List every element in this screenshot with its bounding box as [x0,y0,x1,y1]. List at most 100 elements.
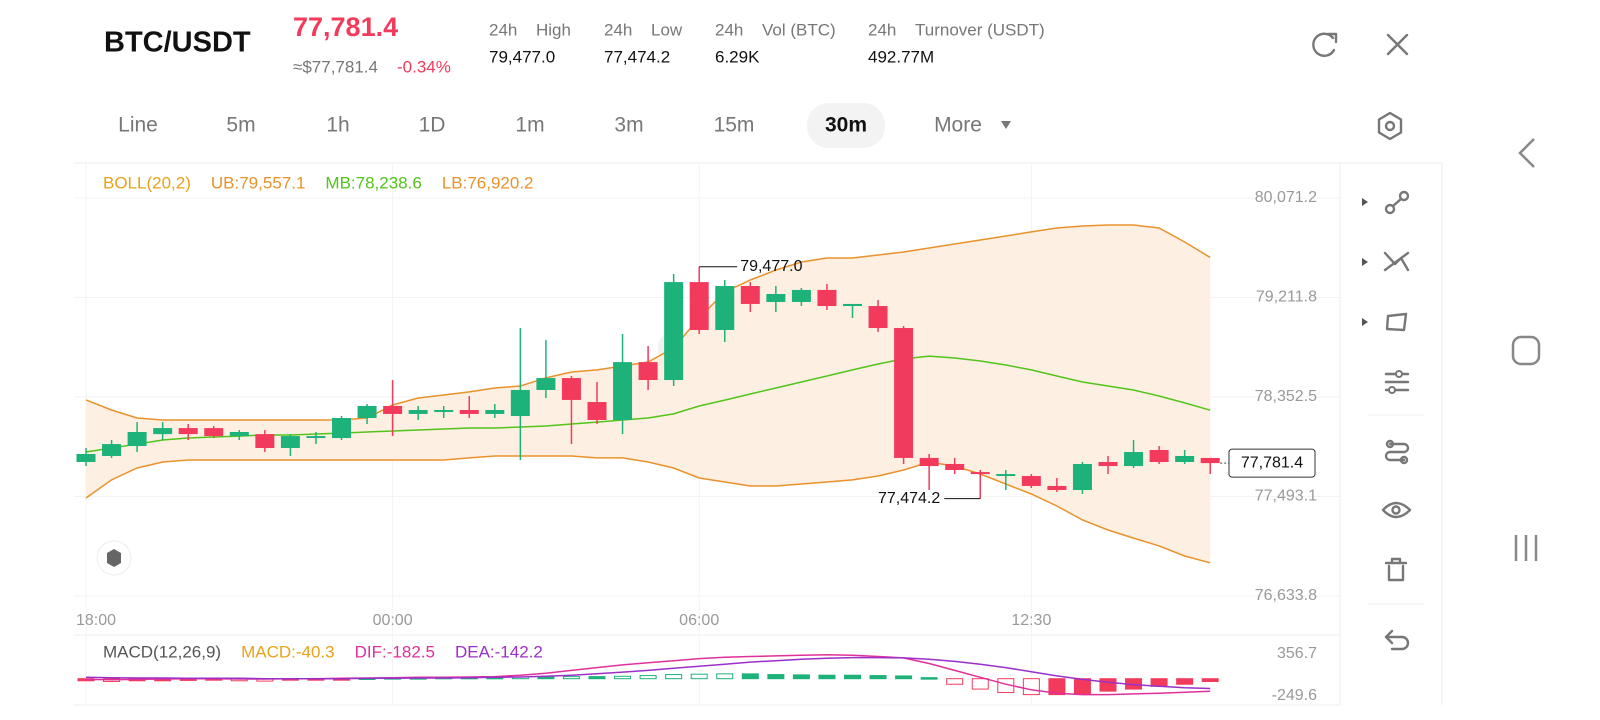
candle-body [357,405,377,418]
candle [127,422,147,453]
interval-tab[interactable]: More [934,114,1011,137]
tool-magnet[interactable] [1384,439,1410,465]
close-button[interactable] [1386,33,1409,56]
tool-settings[interactable] [1384,370,1410,394]
high-label: 79,477.0 [740,258,802,275]
tool-delete[interactable] [1384,557,1408,582]
candle [153,422,173,440]
candle [894,325,914,464]
nav-recents[interactable] [1514,535,1538,561]
interval-tab[interactable]: Line [118,114,158,137]
candle [1124,440,1144,469]
macd-chart: 356.7 -249.6 MACD(12,26,9) MACD:-40.3 DIF:-1… [77,642,1317,704]
macd-bar [818,674,836,680]
candle-body [970,472,990,475]
y-tick-label: 77,493.1 [1255,488,1317,505]
stat-period: 24h [489,20,517,39]
candle-body [664,282,684,381]
candle [280,434,300,456]
y-tick-label: 356.7 [1277,645,1317,662]
candle-body [102,444,122,456]
price-change: -0.34% [397,57,451,76]
stat-name: High [536,20,571,39]
legend-entry: DIF:-182.5 [355,642,435,661]
chart-settings-button[interactable] [1377,111,1403,141]
band-line [85,455,1211,564]
stat-period: 24h [868,20,896,39]
candle [383,380,403,437]
tool-undo[interactable] [1384,629,1410,651]
candle [1098,455,1118,475]
refresh-button[interactable] [1312,32,1338,57]
interval-tab[interactable]: 1m [515,114,544,137]
dropdown-arrow [1001,121,1011,129]
candle [945,457,965,475]
candle-body [1149,449,1169,462]
y-tick-label: 78,352.5 [1255,388,1317,405]
candle-body [945,463,965,470]
candle [1047,477,1067,492]
last-price-label: 77,781.4 [1241,454,1303,471]
last-price: 77,781.4 [293,12,398,42]
nav-back[interactable] [1518,138,1535,168]
candle [332,416,351,440]
interval-tab[interactable]: 5m [226,114,255,137]
low-label: 77,474.2 [878,490,940,507]
candle-body [280,436,300,448]
candle [1175,449,1195,464]
candle-body [817,289,837,307]
candle-body [127,432,147,447]
tool-visibility[interactable] [1381,501,1412,519]
candle [561,375,581,445]
macd-bar [1073,678,1091,695]
candle-body [229,432,249,437]
candle-body [536,378,556,390]
macd-bar [716,673,734,680]
macd-bar [895,675,913,680]
candle-body [1200,457,1220,464]
candle [715,279,735,343]
x-tick-label: 06:00 [679,612,719,629]
tool-trend[interactable] [1362,251,1410,272]
candle-body [791,289,811,302]
y-tick-label: 76,633.8 [1255,587,1317,604]
stat-value: 6.29K [715,47,760,66]
candle-body [689,282,709,330]
tool-line[interactable] [1362,190,1410,215]
interval-tab[interactable]: 1D [419,114,446,137]
candle-body [587,402,607,420]
chart-tool-icon[interactable] [96,540,132,576]
candle-body [894,328,914,458]
interval-tab[interactable]: 15m [714,114,755,137]
macd-bar [639,675,657,680]
y-tick-label: 80,071.2 [1255,189,1317,206]
tool-shape[interactable] [1362,312,1408,332]
active-pill [807,103,885,148]
candle [740,282,760,313]
candle-body [178,428,198,435]
macd-bar [869,675,887,680]
macd-bar [1150,678,1168,687]
candle [408,405,428,420]
nav-home[interactable] [1511,335,1541,366]
pair-name: BTC/USDT [104,27,251,59]
candle [1149,446,1169,464]
candle-body [919,457,939,467]
interval-tab[interactable]: 1h [326,114,349,137]
interval-label: Line [118,114,158,137]
interval-label: 1m [515,114,544,137]
candle-body [996,474,1016,477]
candle [434,405,454,418]
macd-bar [1176,678,1194,685]
interval-label: 3m [614,114,643,137]
candle-body [306,436,326,439]
candle-body [613,362,633,420]
candle [970,469,990,499]
system-nav [1511,138,1541,561]
legend-entry: MB:78,238.6 [325,173,421,192]
interval-tab[interactable]: 30m [807,103,885,148]
macd-bar [971,678,989,690]
interval-label: 1D [419,114,446,137]
candle-body [843,303,862,307]
interval-tab[interactable]: 3m [614,114,643,137]
